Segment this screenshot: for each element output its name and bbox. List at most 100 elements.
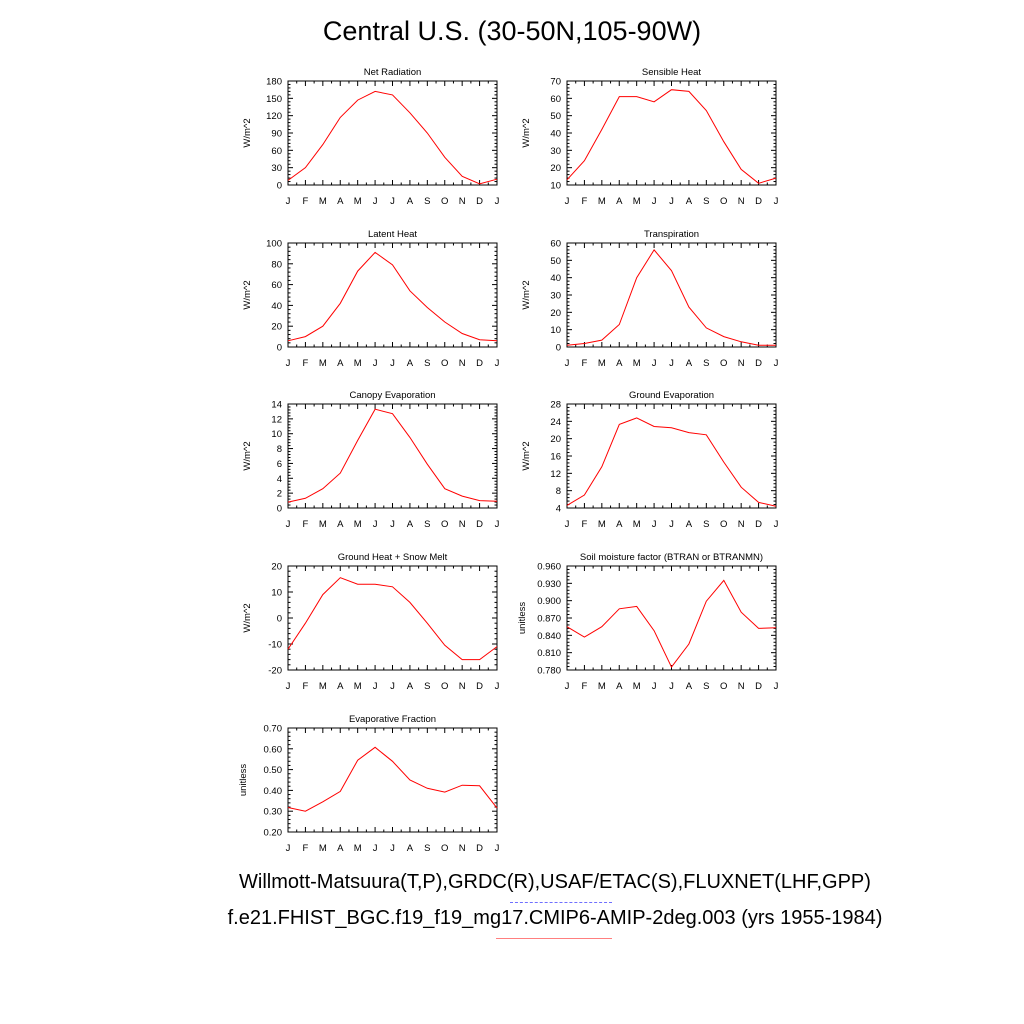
series-line xyxy=(287,251,498,342)
x-tick-label: M xyxy=(598,196,606,207)
plot-frame xyxy=(566,403,777,509)
x-tick-label: O xyxy=(720,358,727,369)
x-tick-label: A xyxy=(686,681,693,692)
y-tick-label: 0 xyxy=(556,343,561,354)
x-tick-label: J xyxy=(286,196,291,207)
x-tick-label: J xyxy=(669,196,674,207)
y-tick-label: 0.40 xyxy=(264,786,283,797)
x-tick-label: J xyxy=(774,358,779,369)
y-tick-label: 0 xyxy=(277,614,282,625)
x-tick-label: J xyxy=(669,681,674,692)
x-tick-label: A xyxy=(407,519,414,530)
y-tick-label: 0 xyxy=(277,343,282,354)
x-tick-label: D xyxy=(476,196,483,207)
x-tick-label: N xyxy=(459,196,466,207)
x-tick-label: S xyxy=(424,358,430,369)
x-tick-label: A xyxy=(407,196,414,207)
y-axis-label: unitless xyxy=(238,764,249,796)
y-tick-label: 0.840 xyxy=(537,631,561,642)
y-tick-label: 12 xyxy=(550,469,561,480)
panel-title: Latent Heat xyxy=(368,229,417,240)
y-tick-label: 60 xyxy=(271,280,282,291)
x-tick-label: J xyxy=(286,843,291,854)
x-tick-label: J xyxy=(565,519,570,530)
y-tick-label: 4 xyxy=(556,504,561,515)
plot-frame xyxy=(287,80,498,186)
y-tick-label: 6 xyxy=(277,459,282,470)
y-tick-label: 60 xyxy=(271,146,282,157)
x-tick-label: J xyxy=(373,196,378,207)
x-tick-label: J xyxy=(495,196,500,207)
x-tick-label: A xyxy=(407,843,414,854)
y-tick-label: 0.960 xyxy=(537,562,561,573)
series-line xyxy=(287,408,498,503)
x-tick-label: N xyxy=(738,196,745,207)
chart-panel-7: J F M A M J J A S O N D J0.7800.8100.8400.8700.9000.… xyxy=(517,552,779,692)
plot-frame xyxy=(287,403,498,509)
y-tick-label: 50 xyxy=(550,256,561,267)
y-tick-label: 2 xyxy=(277,489,282,500)
y-tick-label: 20 xyxy=(271,562,282,573)
y-tick-label: 60 xyxy=(550,239,561,250)
x-tick-label: A xyxy=(337,681,344,692)
x-tick-label: J xyxy=(390,681,395,692)
y-tick-label: -10 xyxy=(268,640,282,651)
x-tick-label: J xyxy=(565,681,570,692)
x-tick-label: M xyxy=(319,358,327,369)
y-tick-label: 0.70 xyxy=(264,724,283,735)
y-axis-label: unitless xyxy=(517,602,528,634)
x-tick-label: M xyxy=(319,681,327,692)
x-tick-label: J xyxy=(373,358,378,369)
x-tick-label: M xyxy=(319,196,327,207)
x-tick-label: A xyxy=(686,196,693,207)
x-tick-label: F xyxy=(582,196,588,207)
x-tick-label: J xyxy=(652,358,657,369)
x-tick-label: S xyxy=(424,196,430,207)
y-axis-label: W/m^2 xyxy=(242,441,253,470)
x-tick-label: M xyxy=(633,358,641,369)
x-tick-label: N xyxy=(459,358,466,369)
y-tick-label: 20 xyxy=(550,163,561,174)
x-tick-label: S xyxy=(424,843,430,854)
y-tick-label: 0.870 xyxy=(537,614,561,625)
x-tick-label: A xyxy=(616,196,623,207)
y-tick-label: 24 xyxy=(550,417,561,428)
y-tick-label: 0.900 xyxy=(537,596,561,607)
x-tick-label: F xyxy=(303,196,309,207)
series-line xyxy=(287,90,498,185)
y-tick-label: 10 xyxy=(271,588,282,599)
case-caption: f.e21.FHIST_BGC.f19_f19_mg17.CMIP6-AMIP-… xyxy=(227,907,883,929)
x-tick-label: A xyxy=(616,681,623,692)
y-tick-label: 100 xyxy=(266,239,282,250)
x-tick-label: M xyxy=(354,843,362,854)
series-line xyxy=(566,249,776,346)
panel-title: Evaporative Fraction xyxy=(349,714,436,725)
plot-frame xyxy=(287,727,498,833)
panel-title: Transpiration xyxy=(644,229,699,240)
panel-title: Sensible Heat xyxy=(642,67,702,78)
panel-title: Ground Evaporation xyxy=(629,390,714,401)
x-tick-label: J xyxy=(495,358,500,369)
panel-title: Net Radiation xyxy=(364,67,422,78)
x-tick-label: J xyxy=(373,519,378,530)
y-tick-label: 10 xyxy=(550,181,561,192)
x-tick-label: J xyxy=(373,681,378,692)
panel-title: Ground Heat + Snow Melt xyxy=(338,552,448,563)
panel-title: Canopy Evaporation xyxy=(349,390,435,401)
x-tick-label: M xyxy=(354,358,362,369)
x-tick-label: A xyxy=(407,681,414,692)
x-tick-label: J xyxy=(390,196,395,207)
x-tick-label: J xyxy=(774,196,779,207)
y-tick-label: 8 xyxy=(277,444,282,455)
x-tick-label: M xyxy=(319,843,327,854)
x-tick-label: A xyxy=(337,196,344,207)
y-tick-label: 10 xyxy=(271,429,282,440)
x-tick-label: S xyxy=(703,196,709,207)
y-tick-label: 70 xyxy=(550,77,561,88)
y-tick-label: 12 xyxy=(271,414,282,425)
y-tick-label: 50 xyxy=(550,111,561,122)
